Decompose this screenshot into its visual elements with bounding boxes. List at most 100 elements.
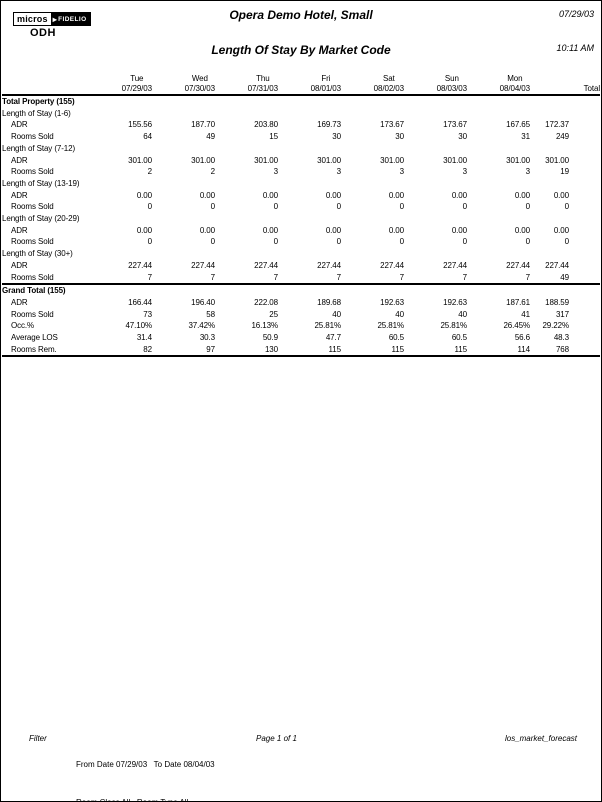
cell-value: 31.4: [136, 333, 152, 343]
cell-value: 169.73: [317, 120, 341, 130]
cell-value: 15: [269, 132, 278, 142]
cell-value: 227.44: [506, 260, 530, 270]
cell-value: 227.44: [254, 260, 278, 270]
table-row: ADR 0.00 0.00 0.00 0.00 0.00 0.00 0.00 0.00: [2, 190, 600, 202]
cell-value: 0: [525, 237, 530, 247]
cell-value: 3: [525, 167, 530, 177]
column-header: Sun 08/03/03: [404, 67, 467, 96]
cell-value: 0: [462, 202, 467, 212]
cell-value: 25.81%: [440, 321, 467, 331]
cell-value: 317: [555, 309, 569, 319]
row-label: Rooms Rem.: [2, 343, 89, 358]
cell-value: 0.00: [199, 190, 215, 200]
cell-value: 0.00: [451, 190, 467, 200]
row-label: Total Property (155): [2, 97, 75, 106]
table-row: Rooms Rem. 82 97 130 115 115 115 114 768: [2, 343, 600, 358]
cell-value: 187.70: [191, 120, 215, 130]
cell-value: 167.65: [506, 120, 530, 130]
cell-value: 40: [332, 309, 341, 319]
row-label: Rooms Sold: [11, 237, 54, 247]
cell-value: 115: [404, 343, 467, 358]
cell-value: 227.44: [380, 260, 404, 270]
cell-value: 60.5: [451, 333, 467, 343]
table-body: Total Property (155) Length of Stay (1-6)…: [2, 95, 600, 358]
filter-line: From Date 07/29/03 To Date 08/04/03: [76, 760, 215, 770]
cell-value: 189.68: [317, 297, 341, 307]
cell-value: 301.00: [254, 155, 278, 165]
cell-value: 0: [210, 202, 215, 212]
column-date: 07/29/03: [121, 84, 152, 93]
row-label: ADR: [11, 260, 28, 270]
column-date: 08/03/03: [436, 84, 467, 93]
cell-value: 227.44: [545, 260, 569, 270]
cell-value: 41: [521, 309, 530, 319]
column-header: Tue 07/29/03: [89, 67, 152, 96]
cell-value: 0: [336, 202, 341, 212]
column-header-text: Sat 08/02/03: [374, 74, 404, 94]
cell-value: 7: [210, 272, 215, 282]
cell-value: 2: [210, 167, 215, 177]
cell-value: 227.44: [191, 260, 215, 270]
cell-value: 249: [555, 132, 569, 142]
cell-value: 301.00: [506, 155, 530, 165]
cell-value: 166.44: [128, 297, 152, 307]
row-label: Occ.%: [11, 321, 35, 331]
cell-value: 31: [521, 132, 530, 142]
row-label: Length of Stay (13-19): [2, 178, 80, 188]
cell-value: 3: [336, 167, 341, 177]
column-header: Mon 08/04/03: [467, 67, 530, 96]
cell-value: 60.5: [388, 333, 404, 343]
cell-value: 48.3: [553, 333, 569, 343]
los-table: Tue 07/29/03 Wed 07/30/03 Thu 07/31/03 Fri 08/0…: [2, 67, 600, 358]
cell-value: 130: [215, 343, 278, 358]
cell-value: 47.10%: [125, 321, 152, 331]
logo-micros-text: micros: [13, 12, 52, 26]
property-code: ODH: [30, 27, 56, 39]
logo-fidelio-text: ▸ FIDELIO: [51, 12, 91, 26]
cell-value: 29.22%: [542, 321, 569, 331]
column-header-text: Tue 07/29/03: [122, 74, 152, 94]
cell-value: 227.44: [443, 260, 467, 270]
cell-value: 58: [206, 309, 215, 319]
cell-value: 0.00: [388, 225, 404, 235]
column-header: Thu 07/31/03: [215, 67, 278, 96]
column-header: Wed 07/30/03: [152, 67, 215, 96]
cell-value: 301.00: [191, 155, 215, 165]
cell-value: 49: [206, 132, 215, 142]
row-label: ADR: [11, 297, 28, 307]
cell-value: 26.45%: [503, 321, 530, 331]
column-header-text: Wed 07/30/03: [185, 74, 215, 94]
cell-value: 0.00: [199, 225, 215, 235]
row-label: Rooms Sold: [11, 132, 54, 142]
column-day: Wed: [191, 74, 208, 83]
column-header: Fri 08/01/03: [278, 67, 341, 96]
row-label: Rooms Sold: [11, 167, 54, 177]
cell-value: 192.63: [443, 297, 467, 307]
column-day: Thu: [256, 74, 270, 83]
column-date: 07/31/03: [247, 84, 278, 93]
column-header-text: Mon 08/04/03: [500, 74, 530, 94]
cell-value: 0: [564, 237, 569, 247]
cell-value: 25.81%: [314, 321, 341, 331]
row-label: Length of Stay (1-6): [2, 108, 71, 118]
filter-label: Filter: [29, 734, 47, 743]
cell-value: 0: [462, 237, 467, 247]
cell-value: 97: [152, 343, 215, 358]
cell-value: 0: [399, 237, 404, 247]
table-row: Average LOS 31.4 30.3 50.9 47.7 60.5 60.5 56.6 4…: [2, 332, 600, 344]
table-row: ADR 166.44 196.40 222.08 189.68 192.63 192.63 1…: [2, 297, 600, 309]
cell-value: 0: [273, 202, 278, 212]
table-row: ADR 301.00 301.00 301.00 301.00 301.00 301.00 3…: [2, 155, 600, 167]
cell-value: 30: [395, 132, 404, 142]
row-label: Grand Total (155): [2, 283, 600, 297]
row-label: Rooms Sold: [11, 202, 54, 212]
cell-value: 3: [273, 167, 278, 177]
logo-fidelio-label: FIDELIO: [58, 15, 87, 23]
cell-value: 0.00: [514, 190, 530, 200]
column-date: 07/30/03: [184, 84, 215, 93]
cell-value: 115: [341, 343, 404, 358]
row-label: ADR: [11, 190, 28, 200]
table-row: Length of Stay (13-19): [2, 178, 600, 190]
cell-value: 0.00: [136, 225, 152, 235]
